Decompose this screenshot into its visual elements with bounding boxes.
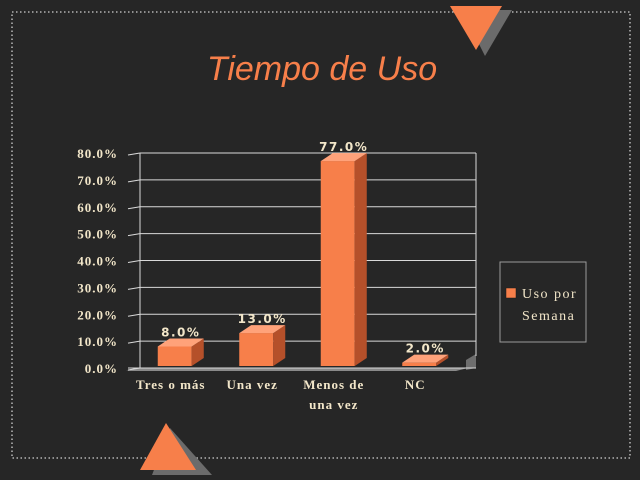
x-tick-label: una vez: [309, 397, 358, 412]
y-tick-label: 60.0%: [77, 200, 118, 215]
legend-box: [499, 261, 587, 343]
x-tick-label: Menos de: [303, 377, 364, 392]
y-tick-mark: [127, 152, 141, 156]
y-tick-mark: [127, 179, 141, 183]
data-labels: 8.0% 13.0% 77.0% 2.0%: [161, 140, 445, 356]
bar-front: [402, 362, 437, 366]
bar: [402, 354, 449, 366]
slide-border: [11, 11, 631, 459]
y-tick-label: 30.0%: [77, 280, 118, 295]
bar-side: [436, 354, 449, 366]
bar-top: [320, 153, 367, 162]
bar-top: [402, 354, 449, 363]
y-tick-mark: [127, 206, 141, 210]
bar-top: [157, 338, 204, 347]
data-label: 77.0%: [319, 140, 368, 154]
decor-triangle-top-right: [450, 6, 512, 56]
legend-label-line-2: Semana: [522, 309, 575, 324]
legend: Uso por Semana: [499, 261, 587, 343]
floor-edge: [126, 368, 468, 371]
bar-front: [157, 346, 192, 366]
bar-side: [273, 325, 286, 366]
data-label: 8.0%: [161, 326, 200, 340]
bar-front: [320, 161, 355, 366]
y-tick-label: 70.0%: [77, 173, 118, 188]
data-label: 2.0%: [406, 342, 445, 356]
x-tick-label: Una vez: [227, 377, 278, 392]
y-tick-label: 40.0%: [77, 254, 118, 269]
y-tick-label: 0.0%: [85, 361, 118, 376]
y-tick-label: 20.0%: [77, 307, 118, 322]
y-tick-mark: [127, 340, 141, 344]
bar-side: [191, 338, 204, 366]
y-tick-mark: [127, 286, 141, 290]
y-tick-label: 80.0%: [77, 146, 118, 161]
x-tick-label: NC: [405, 377, 426, 392]
slide-title: Tiempo de Uso: [207, 50, 437, 88]
y-tick-mark: [127, 313, 141, 317]
y-tick-mark: [127, 367, 141, 371]
bar: [320, 153, 367, 366]
bar-front: [239, 333, 274, 366]
decor-triangle-bottom-left: [140, 423, 212, 475]
y-tick-mark: [127, 233, 141, 237]
y-tick-label: 50.0%: [77, 227, 118, 242]
legend-swatch: [505, 287, 517, 299]
data-label: 13.0%: [238, 312, 287, 326]
bar: [239, 325, 286, 366]
bar: [157, 338, 204, 366]
legend-label-line-1: Uso por: [522, 287, 577, 302]
gridlines: [140, 152, 476, 369]
bar-top: [239, 325, 286, 334]
floor-right-slope: [466, 354, 476, 370]
bars: [157, 153, 449, 366]
y-axis: 0.0% 10.0% 20.0% 30.0% 40.0% 50.0% 60.0% 70.0% 8…: [77, 146, 141, 376]
bar-side: [354, 153, 367, 366]
y-tick-mark: [127, 260, 141, 263]
y-tick-label: 10.0%: [77, 334, 118, 349]
x-tick-label: Tres o más: [136, 377, 205, 392]
plot-floor: [126, 354, 476, 371]
x-axis: Tres o más Una vez Menos de una vez NC: [136, 377, 426, 412]
